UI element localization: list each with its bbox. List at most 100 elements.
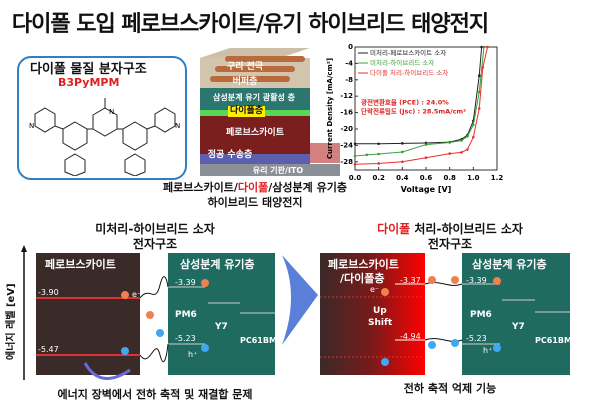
legend-label: 다이폴 처리-하이브리드 소자 bbox=[370, 68, 448, 77]
right-organic-label: 삼성분계 유기층 bbox=[472, 258, 547, 271]
y-tick-label: 0 bbox=[348, 43, 353, 51]
data-point bbox=[477, 107, 481, 110]
x-tick-label: 0.4 bbox=[396, 174, 409, 182]
legend-label: 미처리-하이브리드 소자 bbox=[370, 58, 434, 67]
data-point bbox=[472, 123, 475, 127]
atom-n: N bbox=[109, 108, 114, 116]
up-shift-label-2: Shift bbox=[368, 318, 393, 328]
data-point bbox=[466, 148, 469, 151]
left-perovskite-label: 페로브스카이트 bbox=[45, 258, 116, 271]
molecule-label: 다이폴 물질 분자구조 bbox=[30, 62, 147, 77]
y-tick-label: -4 bbox=[345, 59, 353, 67]
x-tick-label: 0.2 bbox=[372, 174, 385, 182]
x-tick-label: 0.0 bbox=[349, 174, 362, 182]
data-point bbox=[353, 142, 357, 146]
data-point bbox=[377, 142, 380, 146]
level-pm6-lumo: -3.39 bbox=[175, 278, 196, 287]
layer-buffer: 버퍼층 bbox=[232, 77, 258, 87]
electron-label-right: e⁻ bbox=[370, 285, 380, 294]
atom-n: N bbox=[29, 122, 34, 130]
right-subtitle: 전자구조 bbox=[427, 237, 473, 251]
data-point bbox=[460, 139, 463, 142]
data-point bbox=[448, 141, 451, 144]
data-point bbox=[377, 162, 380, 165]
up-shift-label: Up bbox=[373, 306, 387, 316]
level-pm6-homo-right: -5.23 bbox=[466, 334, 487, 343]
right-perovskite-label: 페로브스카이트 bbox=[328, 258, 399, 271]
material-y7-right: Y7 bbox=[512, 322, 525, 332]
data-point bbox=[477, 90, 481, 94]
x-tick-label: 0.6 bbox=[420, 174, 433, 182]
left-caption: 에너지 장벽에서 전하 축적 및 재결합 문제 bbox=[57, 388, 253, 401]
data-point bbox=[401, 150, 404, 154]
data-point bbox=[424, 143, 428, 146]
layer-hole-transport: 정공 수송층 bbox=[207, 150, 253, 160]
level-perovskite-cb: -3.90 bbox=[38, 288, 59, 297]
y-tick-label: -24 bbox=[340, 141, 353, 149]
organic-box bbox=[168, 253, 275, 375]
layer-copper-electrode: 구리 전극 bbox=[226, 62, 264, 72]
left-title: 미처리-하이브리드 소자 bbox=[95, 222, 215, 236]
material-pm6: PM6 bbox=[175, 310, 197, 320]
y-tick-label: -20 bbox=[340, 125, 353, 133]
right-caption: 전하 축적 억제 기능 bbox=[403, 382, 497, 395]
data-point bbox=[448, 152, 451, 155]
series-line bbox=[355, 46, 483, 145]
right-dipole-label: /다이폴층 bbox=[340, 272, 385, 285]
left-organic-label: 삼성분계 유기층 bbox=[180, 258, 255, 271]
y-tick-label: -28 bbox=[340, 158, 353, 166]
layer-glass-ito: 유리 기판/ITO bbox=[252, 166, 304, 175]
transition-arrow-icon bbox=[282, 255, 318, 345]
x-tick-label: 0.8 bbox=[443, 174, 456, 182]
data-point bbox=[401, 142, 404, 145]
data-point bbox=[460, 151, 463, 154]
y-tick-label: -16 bbox=[340, 109, 353, 117]
data-point bbox=[480, 45, 483, 49]
layer-perovskite: 페로브스카이트 bbox=[226, 128, 284, 138]
level-pm6-lumo-right: -3.39 bbox=[466, 276, 487, 285]
data-point bbox=[353, 154, 357, 158]
data-point bbox=[424, 156, 428, 159]
organic-box-right bbox=[462, 253, 570, 375]
molecule-callout bbox=[17, 56, 187, 180]
data-point bbox=[477, 74, 481, 77]
level-dipole-vb: -4.94 bbox=[400, 332, 421, 341]
data-point bbox=[365, 153, 369, 157]
level-dipole-cb: -3.37 bbox=[400, 276, 421, 285]
molecule-structure-icon: N N N bbox=[29, 98, 180, 176]
band-diagrams bbox=[21, 245, 570, 380]
material-y7: Y7 bbox=[215, 322, 228, 332]
chart-annotation: 광전변환효율 (PCE) : 24.0% bbox=[361, 97, 449, 106]
device-stack bbox=[200, 48, 340, 176]
atom-n: N bbox=[175, 122, 180, 130]
level-perovskite-vb: -5.47 bbox=[38, 345, 59, 354]
material-pc61bm: PC61BM bbox=[240, 336, 277, 345]
jv-chart: 0.0 0.2 0.4 0.6 0.8 1.0 1.2 0 -4 -8 -12 -16 -20 -24 -2… bbox=[326, 43, 503, 194]
electron-label: e⁻ bbox=[132, 290, 142, 299]
right-title: 다이폴 처리-하이브리드 소자 bbox=[377, 222, 523, 236]
data-point bbox=[466, 135, 469, 138]
data-point bbox=[481, 66, 485, 69]
device-caption-line2: 하이브리드 태양전지 bbox=[207, 196, 303, 209]
chart-annotation: 단락전류밀도 (Jsc) : 28.5mA/cm² bbox=[361, 106, 466, 115]
legend-label: 미처리-페로브스카이트 소자 bbox=[370, 48, 446, 57]
energy-axis-label: 에너지 레벨 [eV] bbox=[6, 283, 17, 360]
x-tick-label: 1.0 bbox=[467, 174, 480, 182]
material-pc61bm-right: PC61BM bbox=[535, 336, 572, 345]
data-point bbox=[486, 45, 489, 49]
y-axis-label: Current Density [mA/cm²] bbox=[326, 58, 334, 159]
data-point bbox=[482, 45, 486, 49]
material-pm6-right: PM6 bbox=[470, 310, 492, 320]
left-subtitle: 전자구조 bbox=[132, 237, 178, 251]
hole-label-right: h⁺ bbox=[483, 346, 493, 355]
molecule-name: B3PyMPM bbox=[58, 76, 120, 89]
data-point bbox=[472, 135, 475, 139]
page-title: 다이폴 도입 페로브스카이트/유기 하이브리드 태양전지 bbox=[11, 12, 489, 37]
device-caption: 페로브스카이트/다이폴/삼성분계 유기층 bbox=[163, 181, 347, 194]
x-axis-label: Voltage [V] bbox=[401, 185, 452, 194]
perovskite-dipole-box bbox=[320, 253, 425, 375]
data-point bbox=[353, 162, 357, 166]
y-tick-label: -12 bbox=[340, 92, 353, 100]
layer-organic-active: 삼성분계 유기 광활성 층 bbox=[213, 93, 295, 102]
